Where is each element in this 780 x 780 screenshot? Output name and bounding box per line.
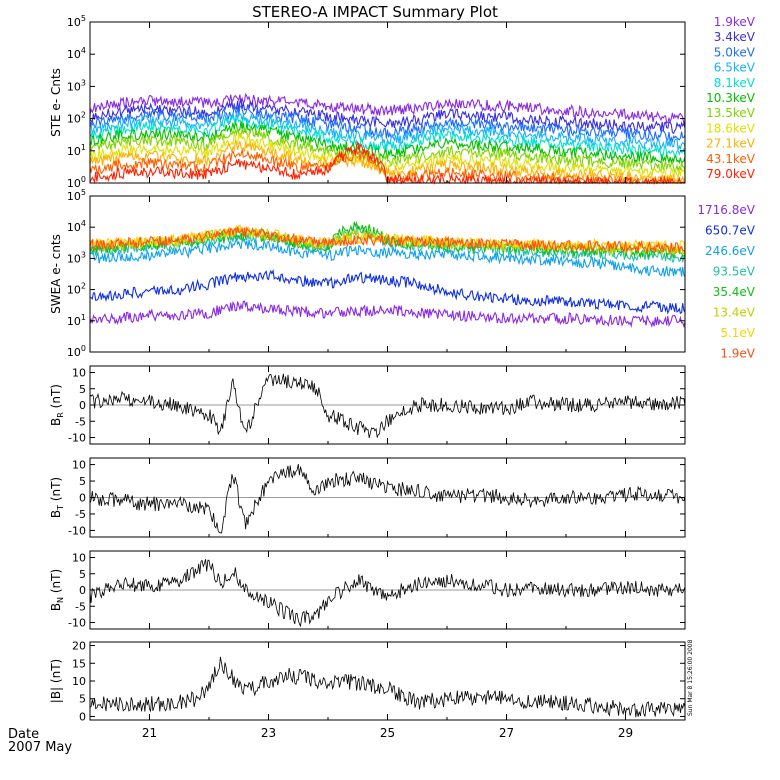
ste-legend-entry: 8.1keV — [714, 76, 756, 90]
x-tick-label: 27 — [499, 726, 514, 740]
plot-title: STEREO-A IMPACT Summary Plot — [252, 3, 498, 21]
bt-ytick-label: 10 — [72, 459, 86, 472]
ste-legend-entry: 79.0keV — [706, 167, 756, 181]
swea-series-0 — [89, 300, 686, 329]
ste-ylabel: STE e- Cnts — [49, 68, 63, 137]
ste-ytick-label: 102 — [67, 111, 86, 126]
ste-legend-entry: 6.5keV — [714, 61, 756, 75]
x-tick-label: 23 — [261, 726, 276, 740]
swea-legend-entry: 93.5eV — [713, 265, 756, 279]
bmag-ylabel: |B| (nT) — [49, 659, 63, 703]
ste-legend-entry: 18.6keV — [706, 121, 756, 135]
ste-ytick-label: 103 — [67, 78, 86, 93]
swea-series-1 — [89, 268, 686, 315]
swea-ytick-label: 103 — [67, 250, 86, 265]
swea-ytick-label: 104 — [67, 219, 86, 234]
bmag-ytick-label: 0 — [79, 710, 86, 723]
bn-panel: -10 -5 0 5 10 BN (nT) — [49, 550, 686, 630]
swea-ytick-label: 105 — [67, 188, 86, 203]
swea-legend-entry: 35.4eV — [713, 285, 756, 299]
br-panel: -10 -5 0 5 10 BR (nT) — [49, 365, 686, 445]
bn-ylabel: BN (nT) — [49, 569, 65, 611]
bt-ytick-label: 5 — [79, 475, 86, 488]
swea-legend-entry: 1.9eV — [720, 347, 755, 361]
ste-ytick-label: 105 — [67, 14, 86, 29]
x-axis-tick-labels: 21 23 25 27 29 — [142, 726, 633, 740]
br-ytick-label: 5 — [79, 383, 86, 396]
swea-series-7 — [89, 225, 686, 255]
bn-ytick-label: -10 — [68, 617, 86, 630]
ste-series-3 — [89, 111, 686, 151]
bt-series-0 — [89, 464, 686, 534]
swea-ytick-label: 101 — [67, 313, 86, 328]
bt-ytick-label: -10 — [68, 524, 86, 537]
bmag-ytick-label: 10 — [72, 675, 86, 688]
swea-legend-entry: 246.6eV — [705, 244, 756, 258]
ste-series-4 — [89, 114, 686, 159]
bt-panel: -10 -5 0 5 10 BT (nT) — [49, 457, 686, 538]
br-series-0 — [89, 373, 686, 438]
bn-series-0 — [89, 559, 686, 628]
swea-axes-frame — [89, 195, 686, 353]
swea-ytick-label: 100 — [67, 344, 86, 359]
swea-legend-entry: 1716.8eV — [697, 203, 755, 217]
ste-legend-entry: 10.3keV — [706, 91, 756, 105]
ste-legend-entry: 27.1keV — [706, 137, 756, 151]
bn-ytick-label: 5 — [79, 568, 86, 581]
bn-ytick-label: 10 — [72, 552, 86, 565]
ste-legend-entry: 43.1keV — [706, 152, 756, 166]
ste-series-1 — [89, 98, 686, 135]
bt-ylabel: BT (nT) — [49, 477, 65, 518]
ste-legend-entry: 5.0keV — [714, 45, 756, 59]
x-tick-label: 29 — [618, 726, 633, 740]
br-ytick-label: -5 — [75, 415, 86, 428]
timestamp-label: Sun Mar 8 15:26:00 2008 — [687, 639, 694, 716]
bmag-ytick-label: 20 — [72, 640, 86, 653]
bmag-panel: 0 5 10 15 20 |B| (nT) — [49, 640, 686, 723]
ste-series-0 — [89, 92, 686, 125]
br-ytick-label: -10 — [68, 432, 86, 445]
swea-energy-legend: 1716.8eV 650.7eV 246.6eV 93.5eV 35.4eV 13.4eV… — [697, 203, 755, 361]
ste-ytick-label: 100 — [67, 175, 86, 190]
ste-legend-entry: 3.4keV — [714, 30, 756, 44]
date-value: 2007 May — [8, 740, 72, 755]
br-ylabel: BR (nT) — [49, 384, 65, 426]
swea-ytick-label: 102 — [67, 282, 86, 297]
bt-ytick-label: -5 — [75, 508, 86, 521]
bmag-ytick-label: 5 — [79, 693, 86, 706]
bn-ytick-label: 0 — [79, 584, 86, 597]
swea-legend-entry: 13.4eV — [713, 306, 756, 320]
swea-legend-entry: 650.7eV — [705, 224, 756, 238]
ste-series-8 — [89, 139, 686, 186]
bmag-ytick-label: 15 — [72, 657, 86, 670]
swea-panel: 100 101 102 103 104 105 SWEA e- cnts — [49, 188, 686, 359]
ste-panel: 100 101 102 103 104 105 STE e- Cnts — [49, 14, 686, 190]
bt-ytick-label: 0 — [79, 492, 86, 505]
swea-series-2 — [89, 236, 686, 277]
br-ytick-label: 10 — [72, 367, 86, 380]
ste-legend-entry: 13.5keV — [706, 106, 756, 120]
swea-legend-entry: 5.1eV — [720, 326, 755, 340]
ste-series-2 — [89, 104, 686, 144]
swea-ylabel: SWEA e- cnts — [49, 234, 63, 314]
x-tick-label: 21 — [142, 726, 157, 740]
ste-ytick-label: 101 — [67, 143, 86, 158]
ste-ytick-label: 104 — [67, 46, 86, 61]
br-ytick-label: 0 — [79, 399, 86, 412]
date-label: Date — [8, 727, 39, 742]
x-tick-label: 25 — [380, 726, 395, 740]
ste-legend-entry: 1.9keV — [714, 15, 756, 29]
bmag-axes-frame — [89, 641, 686, 721]
bn-ytick-label: -5 — [75, 600, 86, 613]
bmag-series-0 — [89, 656, 686, 718]
